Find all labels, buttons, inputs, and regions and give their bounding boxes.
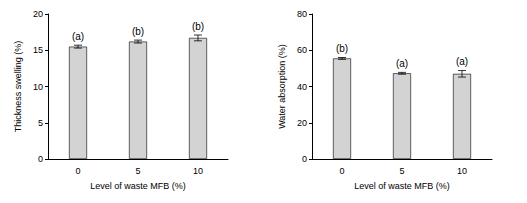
svg-text:Level of waste MFB (%): Level of waste MFB (%) <box>90 181 186 191</box>
svg-text:0: 0 <box>339 166 344 176</box>
svg-text:20: 20 <box>297 118 307 128</box>
svg-text:0: 0 <box>302 154 307 164</box>
svg-text:10: 10 <box>457 166 467 176</box>
svg-text:Level of waste MFB (%): Level of waste MFB (%) <box>354 181 450 191</box>
svg-text:5: 5 <box>38 118 43 128</box>
svg-text:Water absorption (%): Water absorption (%) <box>277 44 287 129</box>
svg-text:20: 20 <box>33 9 43 19</box>
svg-text:5: 5 <box>135 166 140 176</box>
svg-text:(b): (b) <box>132 26 144 37</box>
svg-text:(b): (b) <box>336 43 348 54</box>
svg-text:40: 40 <box>297 82 307 92</box>
svg-text:(a): (a) <box>396 58 408 69</box>
svg-text:0: 0 <box>38 154 43 164</box>
svg-text:5: 5 <box>399 166 404 176</box>
svg-text:(a): (a) <box>72 31 84 42</box>
svg-text:(b): (b) <box>192 21 204 32</box>
svg-text:(a): (a) <box>456 56 468 67</box>
svg-text:0: 0 <box>75 166 80 176</box>
svg-text:10: 10 <box>33 82 43 92</box>
svg-text:60: 60 <box>297 45 307 55</box>
svg-text:80: 80 <box>297 9 307 19</box>
svg-text:15: 15 <box>33 45 43 55</box>
svg-text:Thickness swelling (%): Thickness swelling (%) <box>13 41 23 133</box>
svg-text:10: 10 <box>193 166 203 176</box>
